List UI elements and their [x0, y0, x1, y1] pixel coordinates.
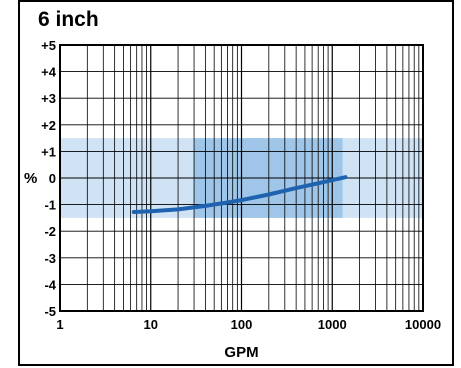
- y-tick-label: +4: [41, 65, 57, 80]
- x-axis-label: GPM: [224, 344, 258, 361]
- x-tick-label: 10: [144, 317, 158, 332]
- y-tick-label: +5: [41, 38, 56, 53]
- y-axis-label: %: [24, 170, 37, 187]
- y-tick-label: -4: [44, 277, 56, 292]
- x-tick-label: 1: [56, 317, 63, 332]
- chart-title: 6 inch: [38, 8, 99, 31]
- y-tick-label: -3: [44, 251, 56, 266]
- y-tick-label: -2: [44, 224, 56, 239]
- plot-area-border: [59, 44, 424, 312]
- x-tick-label: 10000: [405, 317, 441, 332]
- y-tick-label: +3: [41, 91, 56, 106]
- y-tick-label: -1: [44, 198, 56, 213]
- y-tick-label: +1: [41, 144, 56, 159]
- x-tick-label: 100: [231, 317, 253, 332]
- y-tick-label: +2: [41, 118, 56, 133]
- y-tick-label: -5: [44, 304, 56, 319]
- y-tick-label: 0: [49, 171, 56, 186]
- x-tick-label: 1000: [318, 317, 347, 332]
